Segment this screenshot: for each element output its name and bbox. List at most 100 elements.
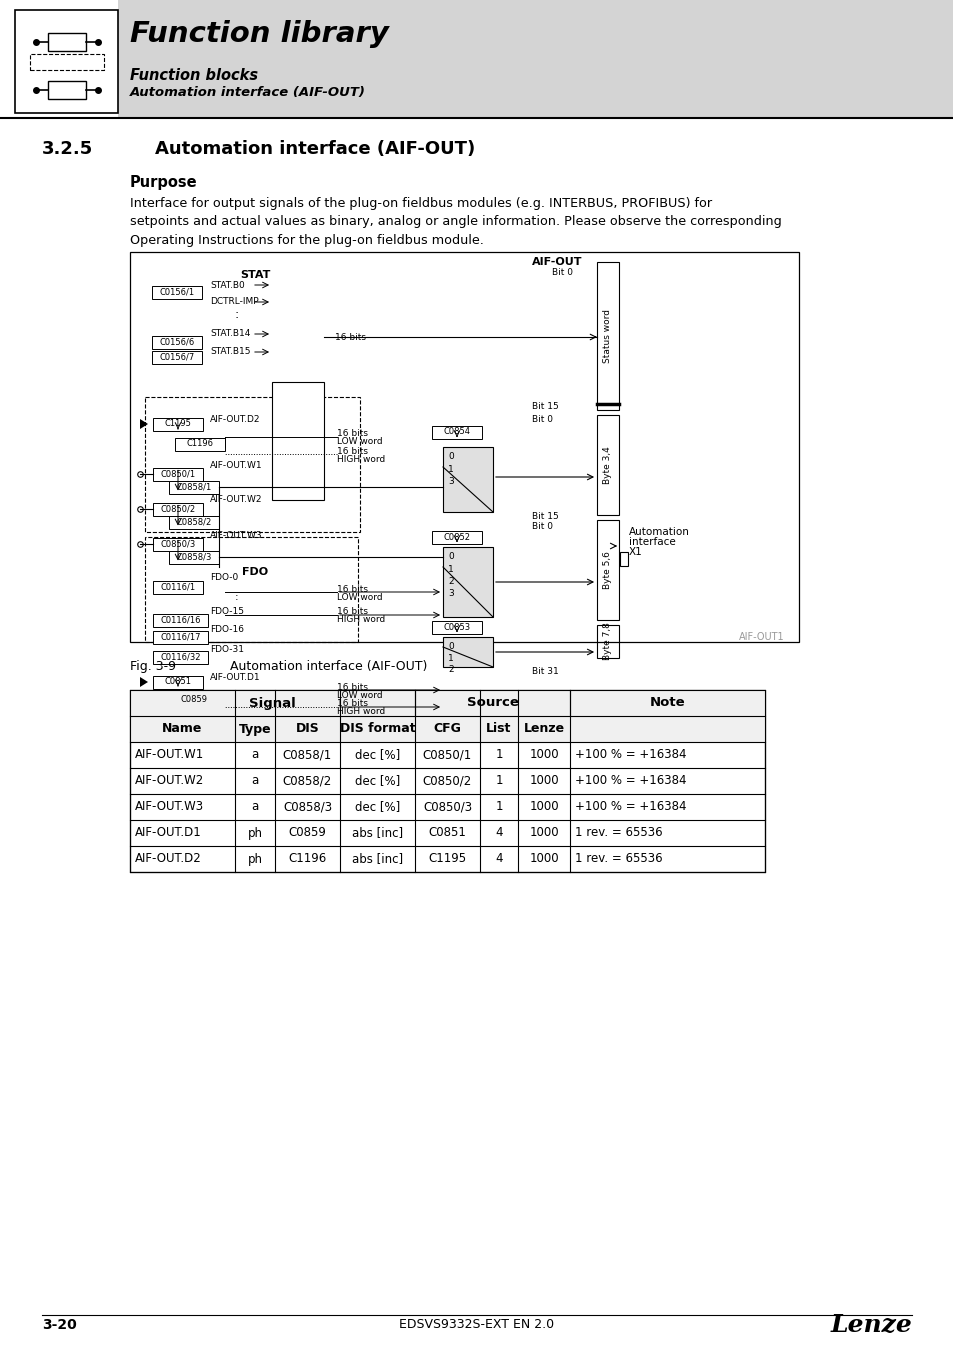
Text: Lenze: Lenze <box>523 722 564 736</box>
Text: Lenze: Lenze <box>829 1314 911 1336</box>
Text: C0850/3: C0850/3 <box>160 540 195 548</box>
Text: 16 bits: 16 bits <box>336 447 368 456</box>
Text: 0: 0 <box>448 452 454 460</box>
Text: abs [inc]: abs [inc] <box>352 852 402 865</box>
Text: dec [%]: dec [%] <box>355 801 399 814</box>
Bar <box>145 397 359 532</box>
Bar <box>130 690 764 716</box>
Text: 1: 1 <box>495 748 502 761</box>
Text: C0156/7: C0156/7 <box>159 352 194 362</box>
Bar <box>597 520 618 620</box>
Bar <box>442 637 493 667</box>
Text: 2: 2 <box>448 666 453 674</box>
Bar <box>48 81 86 99</box>
Text: C0858/2: C0858/2 <box>283 775 332 787</box>
Text: FDO-31: FDO-31 <box>210 644 244 653</box>
Text: C0858/3: C0858/3 <box>283 801 332 814</box>
Text: C0851: C0851 <box>428 826 466 840</box>
Bar <box>130 252 799 643</box>
Text: dec [%]: dec [%] <box>355 748 399 761</box>
Text: C0854: C0854 <box>443 428 470 436</box>
Text: Bit 0: Bit 0 <box>532 414 553 424</box>
Text: Byte 7,8: Byte 7,8 <box>603 622 612 660</box>
Bar <box>152 285 202 298</box>
Text: 1: 1 <box>495 775 502 787</box>
Text: Automation interface (AIF-OUT): Automation interface (AIF-OUT) <box>230 660 427 674</box>
Text: dec [%]: dec [%] <box>355 775 399 787</box>
Bar <box>152 336 202 348</box>
Text: C1195: C1195 <box>428 852 466 865</box>
Text: HIGH word: HIGH word <box>336 707 385 717</box>
Bar <box>152 351 202 363</box>
Text: Function blocks: Function blocks <box>130 68 258 82</box>
Text: AIF-OUT.W1: AIF-OUT.W1 <box>135 748 204 761</box>
Bar <box>597 625 618 657</box>
Bar <box>174 437 225 451</box>
Text: Bit 15: Bit 15 <box>532 402 558 410</box>
Text: 16 bits: 16 bits <box>336 585 368 594</box>
Text: HIGH word: HIGH word <box>336 455 385 464</box>
Text: C0850/2: C0850/2 <box>160 505 195 513</box>
Text: FDO-0: FDO-0 <box>210 572 238 582</box>
Bar <box>130 716 764 742</box>
Text: LOW word: LOW word <box>336 437 382 447</box>
Text: 1 rev. = 65536: 1 rev. = 65536 <box>575 826 662 840</box>
Text: Bit 0: Bit 0 <box>552 269 573 277</box>
Text: abs [inc]: abs [inc] <box>352 826 402 840</box>
Text: EDSVS9332S-EXT EN 2.0: EDSVS9332S-EXT EN 2.0 <box>399 1319 554 1331</box>
Bar <box>152 580 203 594</box>
Bar <box>118 0 953 117</box>
Bar <box>152 675 203 688</box>
Text: Bit 31: Bit 31 <box>532 667 558 676</box>
Text: C0859: C0859 <box>288 826 326 840</box>
Text: ph: ph <box>247 826 262 840</box>
Text: 3: 3 <box>448 589 454 598</box>
Text: C0116/16: C0116/16 <box>160 616 200 625</box>
Text: Source: Source <box>466 697 517 710</box>
Text: C0858/3: C0858/3 <box>176 552 212 562</box>
Text: Function library: Function library <box>130 20 389 49</box>
Text: C0858/1: C0858/1 <box>283 748 332 761</box>
Text: 1: 1 <box>448 566 454 574</box>
Bar <box>432 531 481 544</box>
Text: C0116/32: C0116/32 <box>160 652 200 662</box>
Text: Byte 3,4: Byte 3,4 <box>603 446 612 483</box>
Text: +100 % = +16384: +100 % = +16384 <box>575 801 686 814</box>
Text: AIF-OUT.W3: AIF-OUT.W3 <box>210 531 262 540</box>
Text: C0851: C0851 <box>164 678 192 687</box>
Text: interface: interface <box>628 537 675 547</box>
Bar <box>30 54 104 70</box>
Text: C0852: C0852 <box>443 532 470 541</box>
Text: 16 bits: 16 bits <box>336 429 368 439</box>
Text: FDO-16: FDO-16 <box>210 625 244 633</box>
Text: Automation interface (AIF-OUT): Automation interface (AIF-OUT) <box>154 140 475 158</box>
Text: 4: 4 <box>495 826 502 840</box>
Text: +100 % = +16384: +100 % = +16384 <box>575 775 686 787</box>
Bar <box>169 516 219 528</box>
Text: STAT: STAT <box>239 270 270 279</box>
Bar <box>442 447 493 512</box>
Text: 16 bits: 16 bits <box>335 332 366 342</box>
Text: STAT.B15: STAT.B15 <box>210 347 251 356</box>
Text: C0116/1: C0116/1 <box>160 582 195 591</box>
Text: +100 % = +16384: +100 % = +16384 <box>575 748 686 761</box>
Bar <box>152 417 203 431</box>
Bar <box>597 262 618 410</box>
Bar <box>152 502 203 516</box>
Text: Signal: Signal <box>249 697 295 710</box>
Text: CFG: CFG <box>433 722 461 736</box>
Text: Byte 5,6: Byte 5,6 <box>603 551 612 589</box>
Text: a: a <box>251 748 258 761</box>
Bar <box>272 382 324 500</box>
Text: 0: 0 <box>448 552 454 562</box>
Text: AIF-OUT.W2: AIF-OUT.W2 <box>135 775 204 787</box>
Text: 1000: 1000 <box>529 852 558 865</box>
Bar <box>152 467 203 481</box>
Text: Bit 0: Bit 0 <box>532 522 553 531</box>
Text: 0: 0 <box>448 643 454 651</box>
Text: AIF-OUT.W1: AIF-OUT.W1 <box>210 460 262 470</box>
Polygon shape <box>140 418 148 429</box>
Bar <box>152 651 208 663</box>
Text: C0859: C0859 <box>180 695 208 705</box>
Bar <box>169 551 219 563</box>
